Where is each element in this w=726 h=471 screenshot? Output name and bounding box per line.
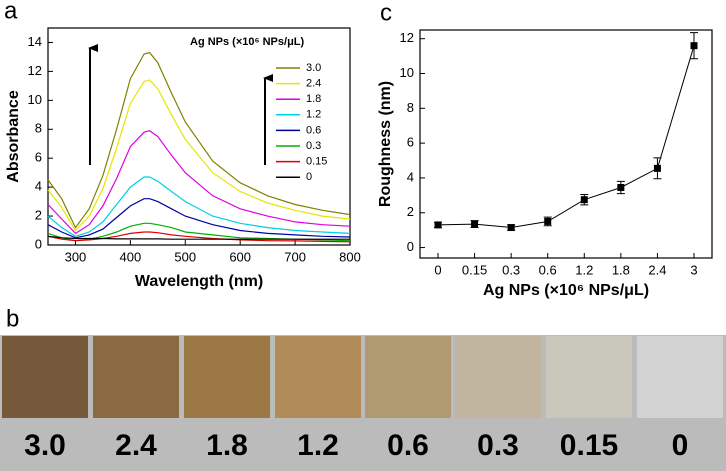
legend-title: Ag NPs (×10⁶ NPs/μL) <box>190 36 305 48</box>
marker <box>544 217 552 225</box>
x-axis-title: Ag NPs (×10⁶ NPs/μL) <box>483 282 649 299</box>
marker <box>653 164 661 172</box>
y-tick-label: 6 <box>35 150 42 165</box>
x-axis-title: Wavelength (nm) <box>135 273 263 290</box>
photo-label: 1.8 <box>206 429 248 462</box>
legend-label: 2.4 <box>306 78 321 90</box>
photo-patch <box>2 336 88 418</box>
legend-label: 0.3 <box>306 140 321 152</box>
x-tick-label: 1.8 <box>612 262 630 277</box>
y-tick-label: 12 <box>28 63 42 78</box>
y-tick-label: 2 <box>35 208 42 223</box>
x-tick-label: 600 <box>229 249 251 264</box>
photo-label: 0.6 <box>387 429 429 462</box>
photo-label: 1.2 <box>297 429 339 462</box>
y-tick-label: 0 <box>407 239 414 254</box>
plot-frame <box>47 27 351 246</box>
y-tick-label: 2 <box>407 204 414 219</box>
photo-patch <box>546 336 632 418</box>
legend-label: 0.6 <box>306 124 321 136</box>
photo-label: 2.4 <box>115 429 157 462</box>
photo-patch <box>275 336 361 418</box>
legend-label: 0.15 <box>306 156 327 168</box>
spectrum-line <box>47 235 350 240</box>
x-tick-label: 2.4 <box>648 262 666 277</box>
marker <box>690 42 698 50</box>
y-tick-label: 8 <box>35 121 42 136</box>
y-tick-label: 4 <box>35 179 42 194</box>
plot-frame <box>419 29 713 259</box>
photo-label: 0.3 <box>477 429 519 462</box>
photo-patch <box>365 336 451 418</box>
spectrum-line <box>47 198 351 239</box>
x-tick-label: 800 <box>339 249 361 264</box>
marker <box>617 184 625 192</box>
photo-patch <box>93 336 179 418</box>
y-tick-label: 6 <box>407 135 414 150</box>
x-tick-label: 0.3 <box>502 262 520 277</box>
y-tick-label: 10 <box>28 92 42 107</box>
legend-label: 1.2 <box>306 109 321 121</box>
spectrum-line <box>47 51 351 229</box>
y-tick-label: 14 <box>28 34 42 49</box>
spectrum-line <box>47 79 351 232</box>
y-tick-label: 0 <box>35 236 42 251</box>
panel-label: b <box>6 305 19 332</box>
x-tick-label: 700 <box>284 249 306 264</box>
x-tick-label: 0 <box>434 262 441 277</box>
y-axis-title: Absorbance <box>5 90 22 183</box>
panel-label: a <box>4 0 18 24</box>
x-tick-label: 0.6 <box>539 262 557 277</box>
trend-line <box>437 45 695 229</box>
y-tick-label: 10 <box>400 65 414 80</box>
legend-label: 1.8 <box>306 93 321 105</box>
photo-patch <box>184 336 270 418</box>
x-tick-label: 400 <box>120 249 142 264</box>
spectrum-line <box>47 231 351 243</box>
legend-label: 0 <box>306 171 312 183</box>
panel-label: c <box>380 0 392 26</box>
spectrum-line <box>47 130 351 235</box>
y-tick-label: 8 <box>407 100 414 115</box>
x-tick-label: 500 <box>174 249 196 264</box>
x-tick-label: 0.15 <box>462 262 487 277</box>
x-tick-label: 300 <box>65 249 87 264</box>
x-tick-label: 1.2 <box>575 262 593 277</box>
legend-label: 3.0 <box>306 62 321 74</box>
marker <box>580 196 588 204</box>
photo-label: 3.0 <box>24 429 66 462</box>
y-axis-title: Roughness (nm) <box>377 81 394 207</box>
marker <box>434 221 442 229</box>
x-tick-label: 3 <box>690 262 697 277</box>
y-tick-label: 4 <box>407 169 414 184</box>
y-tick-label: 12 <box>400 30 414 45</box>
marker <box>471 220 479 228</box>
photo-patch <box>455 336 541 418</box>
photo-label: 0.15 <box>560 429 618 462</box>
photo-patch <box>637 336 723 418</box>
photo-label: 0 <box>672 429 689 462</box>
marker <box>507 224 515 232</box>
spectrum-line <box>47 176 351 237</box>
